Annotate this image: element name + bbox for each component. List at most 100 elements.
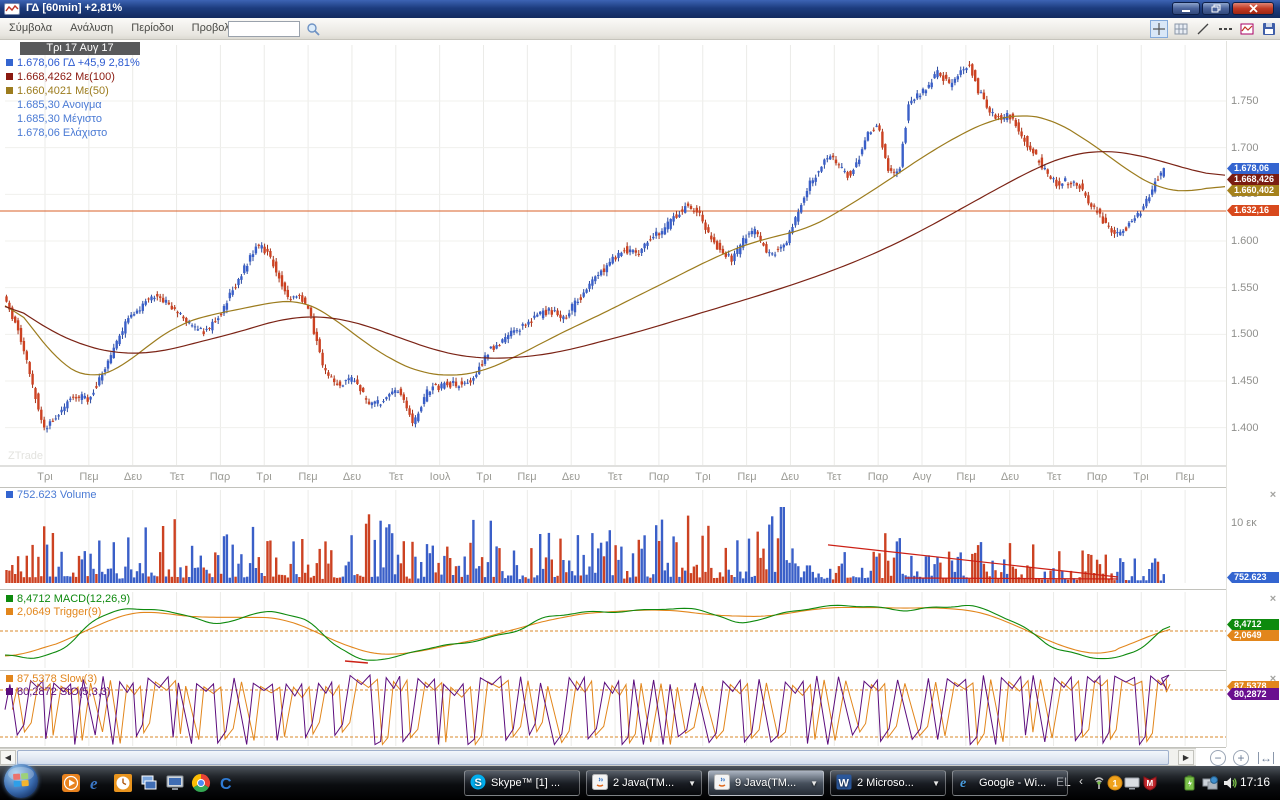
chart-canvas[interactable]: ZTrade xyxy=(0,40,1280,766)
volume-tag: 752.623 xyxy=(1227,572,1279,583)
price-tag-4: 1.632,16 xyxy=(1227,205,1279,216)
legend-date: Τρι 17 Αυγ 17 xyxy=(20,42,140,55)
legend-text: 1.678,06 ΓΔ +45,9 2,81% xyxy=(17,57,140,69)
sto-close-icon[interactable]: × xyxy=(1269,673,1277,685)
x-axis-label: Παρ xyxy=(209,471,231,483)
x-axis-label: Τρι xyxy=(476,471,492,483)
legend-swatch xyxy=(6,688,13,695)
x-axis-label: Τρι xyxy=(695,471,711,483)
taskbar-clock[interactable]: 17:16 xyxy=(1240,775,1271,789)
legend-text: 1.685,30 Μέγιστο xyxy=(17,113,102,125)
slow-tag: 87,5378 xyxy=(1227,681,1279,692)
legend-swatch xyxy=(6,59,13,66)
tray-expand-chevron[interactable]: ‹ xyxy=(1079,774,1083,788)
menu-item-1[interactable]: Σύμβολα xyxy=(9,22,53,34)
volume-legend: 752.623 Volume xyxy=(6,489,97,501)
volume-close-icon[interactable]: × xyxy=(1269,489,1277,501)
media-player-quicklaunch-icon[interactable] xyxy=(60,772,81,793)
sto-tag: 80,2872 xyxy=(1227,688,1279,700)
menu-item-4[interactable]: Προβολή xyxy=(191,22,236,34)
restore-button[interactable] xyxy=(1202,2,1230,15)
taskbar-button-ie-5[interactable]: e Google - Wi... xyxy=(952,770,1068,796)
taskbar-button-word-4[interactable]: W 2 Microso... ▼ xyxy=(830,770,946,796)
grid-icon[interactable] xyxy=(1172,20,1190,38)
svg-text:C: C xyxy=(220,776,232,793)
price-tag-2: 1.668,426 xyxy=(1227,174,1279,185)
mcafee-tray-icon[interactable]: M xyxy=(1141,774,1159,792)
dashed-line-icon[interactable] xyxy=(1216,20,1234,38)
crosshair-icon[interactable] xyxy=(1150,20,1168,38)
zoom-out-button[interactable]: − xyxy=(1210,750,1226,766)
taskbar-button-label: 2 Java(TM... xyxy=(613,777,675,789)
taskbar-button-label: 2 Microso... xyxy=(857,777,914,789)
price-tick: 1.750 xyxy=(1231,95,1259,107)
macd-legend-row-2: 2,0649 Trigger(9) xyxy=(6,606,101,618)
window-switcher-quicklaunch-icon[interactable] xyxy=(138,772,159,793)
zoom-in-button[interactable]: + xyxy=(1233,750,1249,766)
internet-explorer-quicklaunch-icon[interactable]: e xyxy=(86,772,107,793)
start-button[interactable] xyxy=(4,764,38,798)
menu-item-2[interactable]: Ανάλυση xyxy=(70,22,114,34)
x-axis-label: Τρι xyxy=(256,471,272,483)
save-icon[interactable] xyxy=(1260,20,1278,38)
volume-tray-icon[interactable] xyxy=(1221,774,1239,792)
show-desktop-quicklaunch-icon[interactable] xyxy=(164,772,185,793)
price-tag-1: 1.678,06 xyxy=(1227,163,1279,174)
svg-text:e: e xyxy=(960,776,966,790)
trendline-icon[interactable] xyxy=(1194,20,1212,38)
legend-swatch xyxy=(6,491,13,498)
chart-scrollbar[interactable]: ◀ ▶ xyxy=(0,748,1196,766)
minimize-button[interactable] xyxy=(1172,2,1200,15)
skype-icon: S xyxy=(470,774,486,793)
taskbar-button-label: 9 Java(TM... xyxy=(735,777,797,789)
dropdown-arrow-icon[interactable]: ▼ xyxy=(810,778,818,788)
symbol-search-input[interactable] xyxy=(228,21,300,37)
taskbar-button-skype-1[interactable]: S Skype™ [1] ... xyxy=(464,770,580,796)
x-axis-label: Τετ xyxy=(826,471,842,483)
chart-icon[interactable] xyxy=(1238,20,1256,38)
legend-text: 2,0649 Trigger(9) xyxy=(17,606,102,618)
svg-text:e: e xyxy=(90,774,98,793)
sto-legend-row-2: 80,2872 StO(5,3,3) xyxy=(6,686,111,698)
taskbar-button-java-3[interactable]: 9 Java(TM... ▼ xyxy=(708,770,824,796)
macd-close-icon[interactable]: × xyxy=(1269,593,1277,605)
menu-item-3[interactable]: Περίοδοι xyxy=(131,22,174,34)
price-tick: 1.600 xyxy=(1231,235,1259,247)
macd-tag: 8,4712 xyxy=(1227,619,1279,630)
signal-tray-icon[interactable] xyxy=(1090,774,1108,792)
scroll-left-arrow[interactable]: ◀ xyxy=(0,750,16,765)
x-axis-label: Πεμ xyxy=(737,471,757,483)
x-axis-label: Πεμ xyxy=(79,471,99,483)
network-tray-icon[interactable] xyxy=(1201,774,1219,792)
battery-tray-icon[interactable] xyxy=(1181,774,1199,792)
x-axis-label: Δευ xyxy=(561,471,581,483)
legend-row-1: 1.678,06 ΓΔ +45,9 2,81% xyxy=(6,57,140,69)
java-icon xyxy=(714,773,730,793)
price-tag-3: 1.660,402 xyxy=(1227,185,1279,196)
svg-text:M: M xyxy=(1147,779,1154,788)
svg-text:W: W xyxy=(839,777,850,789)
display-tray-icon[interactable] xyxy=(1123,774,1141,792)
close-button[interactable] xyxy=(1232,2,1274,15)
shell-quicklaunch-icon[interactable]: C xyxy=(216,772,237,793)
scroll-right-arrow[interactable]: ▶ xyxy=(1178,750,1194,765)
x-axis-label: Δευ xyxy=(342,471,362,483)
x-axis-label: Παρ xyxy=(1086,471,1108,483)
clock-quicklaunch-icon[interactable] xyxy=(112,772,133,793)
fit-width-button[interactable]: ↔ xyxy=(1258,751,1274,765)
search-icon[interactable] xyxy=(306,22,322,38)
legend-swatch xyxy=(6,595,13,602)
legend-swatch xyxy=(6,675,13,682)
scrollbar-thumb[interactable] xyxy=(17,750,1169,765)
taskbar-button-java-2[interactable]: 2 Java(TM... ▼ xyxy=(586,770,702,796)
price-tick: 1.450 xyxy=(1231,375,1259,387)
price-tick: 1.700 xyxy=(1231,142,1259,154)
chrome-quicklaunch-icon[interactable] xyxy=(190,772,211,793)
legend-row-2: 1.668,4262 Με(100) xyxy=(6,71,115,83)
dropdown-arrow-icon[interactable]: ▼ xyxy=(688,778,696,788)
dropdown-arrow-icon[interactable]: ▼ xyxy=(932,778,940,788)
notification-tray-icon[interactable]: 1 xyxy=(1106,774,1124,792)
macd-legend-row-1: 8,4712 MACD(12,26,9) xyxy=(6,593,130,605)
java-icon xyxy=(592,773,608,793)
sto-legend-row-1: 87,5378 Slow(3) xyxy=(6,673,97,685)
